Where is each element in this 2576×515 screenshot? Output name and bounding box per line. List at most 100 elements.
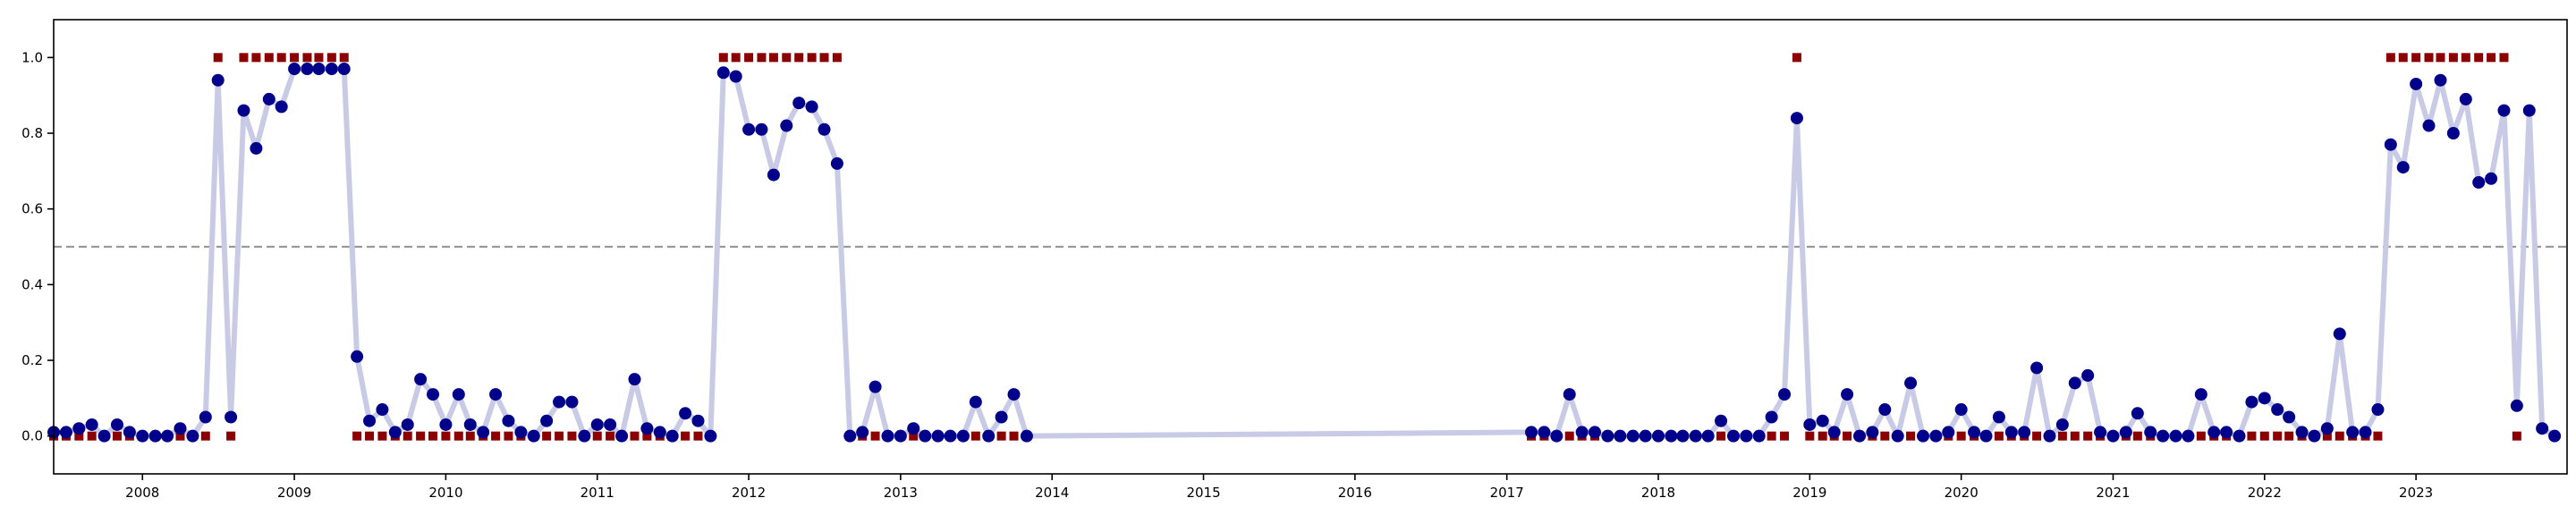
probability-point [869,380,882,393]
label-marker [302,53,312,63]
probability-point [2536,422,2549,435]
probability-point [1689,429,1702,443]
label-marker [74,431,84,441]
probability-point [2497,104,2511,117]
probability-point [2359,426,2372,439]
probability-point [59,426,72,439]
probability-point [856,426,869,439]
probability-point [1538,426,1551,439]
label-marker [1780,431,1790,441]
x-tick-label: 2022 [2248,485,2282,501]
label-marker [2436,53,2445,63]
label-marker [731,53,741,63]
label-marker [2334,431,2344,441]
probability-point [237,104,250,117]
probability-point [615,429,629,443]
label-marker [428,431,438,441]
probability-point [755,122,768,136]
probability-point [907,422,920,435]
probability-point [2081,368,2095,382]
probability-point [2510,399,2523,412]
y-tick-label: 0.4 [21,276,43,292]
probability-point [2157,429,2170,443]
probability-point [1916,429,1929,443]
x-tick-label: 2017 [1490,485,1524,501]
probability-point [489,388,503,401]
probability-point [1563,388,1576,401]
x-tick-label: 2009 [277,485,311,501]
probability-point [1639,429,1652,443]
label-marker [1564,431,1574,441]
probability-point [830,156,843,170]
label-marker [2474,53,2484,63]
probability-point [2094,426,2107,439]
probability-point [2295,426,2309,439]
label-marker [504,431,513,441]
label-marker [2373,431,2383,441]
label-marker [2259,431,2269,441]
probability-point [881,429,894,443]
x-tick-label: 2008 [125,485,159,501]
probability-point [1665,429,1678,443]
probability-point [2207,426,2221,439]
probability-point [1601,429,1614,443]
probability-point [1676,429,1690,443]
probability-point [275,100,288,114]
axes-frame [53,19,2568,475]
probability-point [2522,104,2536,117]
label-marker [2398,53,2408,63]
label-marker [642,431,652,441]
probability-point [2194,388,2207,401]
x-tick-label: 2023 [2399,485,2433,501]
probability-point [2144,426,2157,439]
label-marker [339,53,349,63]
x-tick-label: 2012 [732,485,766,501]
probability-point [818,122,831,136]
label-marker [402,431,412,441]
label-marker [1906,431,1916,441]
x-axis: 2008 2009 2010 2011 2012 2013 2014 2015 2016 2017… [125,474,2433,501]
probability-point [931,429,945,443]
label-marker [453,431,463,441]
probability-point [161,429,174,443]
probability-point [2472,176,2486,190]
label-marker [794,53,804,63]
label-marker [2032,431,2042,441]
label-marker [416,431,426,441]
probability-point [2220,426,2233,439]
probability-point [1765,410,1778,424]
probability-point [742,122,756,136]
probability-point [72,422,86,435]
label-marker [1767,431,1776,441]
probability-point [250,141,263,155]
probability-point [716,66,730,80]
probability-point [982,429,996,443]
label-marker [239,53,249,63]
probability-point [1904,376,1918,390]
probability-point [439,418,453,431]
label-marker [606,431,615,441]
probability-point [288,63,301,76]
probability-point [767,168,780,182]
probability-point [376,403,389,417]
probability-point [2548,429,2562,443]
probability-point [2245,395,2258,409]
label-marker [465,431,475,441]
probability-point [2320,422,2334,435]
probability-point [401,418,414,431]
label-marker [290,53,300,63]
x-tick-label: 2015 [1186,485,1220,501]
label-marker [996,431,1006,441]
probability-point [1866,426,1879,439]
probability-point [805,100,818,114]
probability-point [919,429,932,443]
probability-point [414,373,428,386]
label-marker [2461,53,2470,63]
probability-point [2119,426,2132,439]
label-marker [2411,53,2421,63]
probability-point [2283,410,2296,424]
label-marker [768,53,778,63]
label-marker [2512,431,2521,441]
probability-point [2068,376,2081,390]
